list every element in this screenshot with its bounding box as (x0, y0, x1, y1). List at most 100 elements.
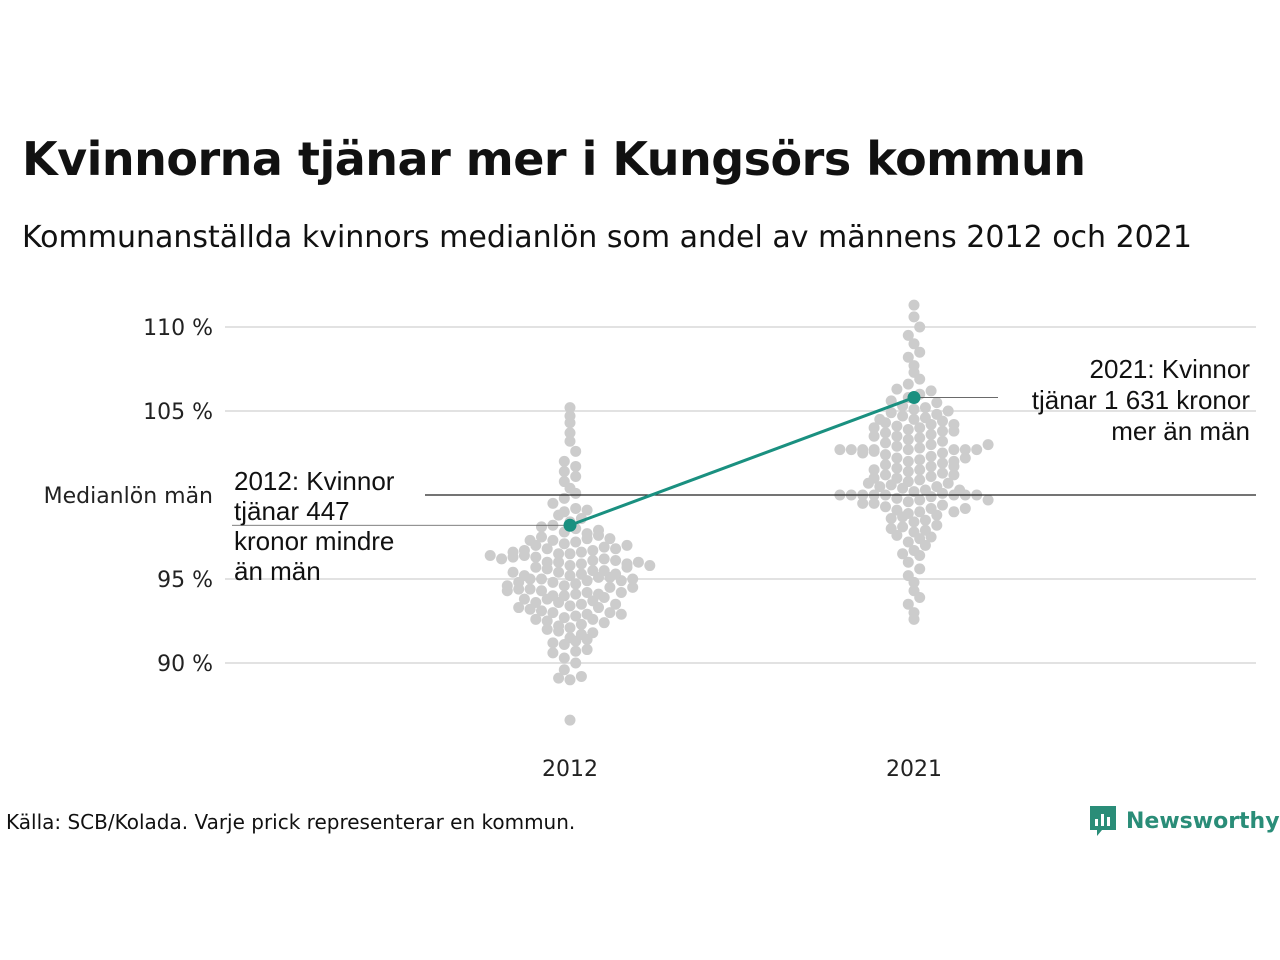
data-point (581, 644, 593, 656)
data-point (581, 586, 593, 598)
data-point (925, 502, 937, 514)
data-point (553, 556, 565, 568)
data-point (959, 502, 971, 514)
data-point (587, 555, 599, 567)
data-point (575, 598, 587, 610)
data-point (885, 513, 897, 525)
y-tick-label: 110 % (143, 316, 213, 341)
data-point (615, 586, 627, 598)
data-point (902, 351, 914, 363)
data-point (558, 492, 570, 504)
data-point (518, 544, 530, 556)
data-point (868, 430, 880, 442)
data-point (914, 321, 926, 333)
data-point (959, 452, 971, 464)
data-point (937, 435, 948, 447)
data-point (902, 465, 914, 477)
data-point (558, 506, 570, 518)
data-point (501, 580, 513, 592)
data-point (908, 413, 920, 425)
data-point (507, 546, 519, 558)
annotation-2012-line: 2012: Kvinnor (234, 466, 395, 496)
data-point (902, 434, 914, 446)
data-point (558, 455, 570, 467)
data-point (868, 464, 880, 476)
data-point (857, 444, 869, 456)
data-point (902, 423, 914, 435)
data-point (547, 590, 559, 602)
data-point (598, 617, 610, 629)
annotation-2021-line: mer än män (1111, 416, 1250, 446)
highlight-line (569, 396, 915, 527)
data-point (931, 397, 943, 409)
data-point (891, 452, 903, 464)
data-point (570, 588, 582, 600)
data-point (845, 444, 857, 456)
data-point (902, 570, 914, 582)
data-point (919, 402, 931, 414)
data-point (587, 627, 599, 639)
data-point (553, 672, 565, 684)
data-point (558, 538, 570, 550)
data-point (925, 460, 937, 472)
source-note: Källa: SCB/Kolada. Varje prick represent… (6, 810, 576, 834)
data-point (558, 465, 570, 477)
data-point (908, 403, 920, 415)
data-point (558, 476, 570, 488)
data-point (942, 477, 954, 489)
data-point (564, 560, 576, 572)
x-tick-label: 2012 (542, 757, 598, 782)
data-point (885, 407, 897, 419)
data-point (925, 450, 937, 462)
data-point (880, 469, 891, 481)
y-tick-label: 105 % (143, 400, 213, 425)
data-point (959, 444, 971, 456)
newsworthy-logo[interactable]: Newsworthy (1088, 804, 1280, 838)
chart-subtitle: Kommunanställda kvinnors medianlön som a… (22, 220, 1192, 255)
data-point (593, 588, 604, 600)
data-point (902, 444, 914, 456)
data-point (564, 427, 576, 439)
data-point (558, 664, 570, 676)
data-point (496, 553, 508, 565)
data-point (919, 514, 931, 526)
data-point (570, 645, 582, 657)
data-point (914, 454, 926, 466)
data-point (834, 444, 846, 456)
data-point (581, 528, 593, 540)
data-point (880, 449, 891, 461)
data-point (513, 602, 525, 614)
data-point (925, 429, 937, 441)
data-point (914, 494, 926, 506)
data-point (547, 576, 559, 588)
data-point (530, 597, 542, 609)
data-point (919, 524, 931, 536)
data-point (954, 484, 966, 496)
data-point (908, 299, 920, 311)
data-point (880, 437, 891, 449)
data-point (902, 476, 914, 488)
data-point (897, 521, 909, 533)
data-point (644, 560, 656, 572)
y-tick-label: 95 % (157, 568, 213, 593)
data-point (541, 623, 553, 635)
data-point (558, 580, 570, 592)
data-point (581, 504, 593, 516)
data-point (902, 536, 914, 548)
data-point (627, 581, 639, 593)
data-point (902, 556, 914, 568)
data-point (902, 455, 914, 467)
data-point (575, 628, 587, 640)
chart-title: Kvinnorna tjänar mer i Kungsörs kommun (22, 132, 1086, 186)
data-point (547, 607, 559, 619)
data-point (570, 610, 582, 622)
data-point (570, 578, 582, 590)
data-point (937, 447, 948, 459)
x-tick-label: 2021 (886, 757, 942, 782)
data-point (575, 568, 587, 580)
data-point (868, 422, 880, 434)
data-point (558, 612, 570, 624)
data-point (518, 593, 530, 605)
data-point (982, 494, 994, 506)
data-point (897, 410, 909, 422)
